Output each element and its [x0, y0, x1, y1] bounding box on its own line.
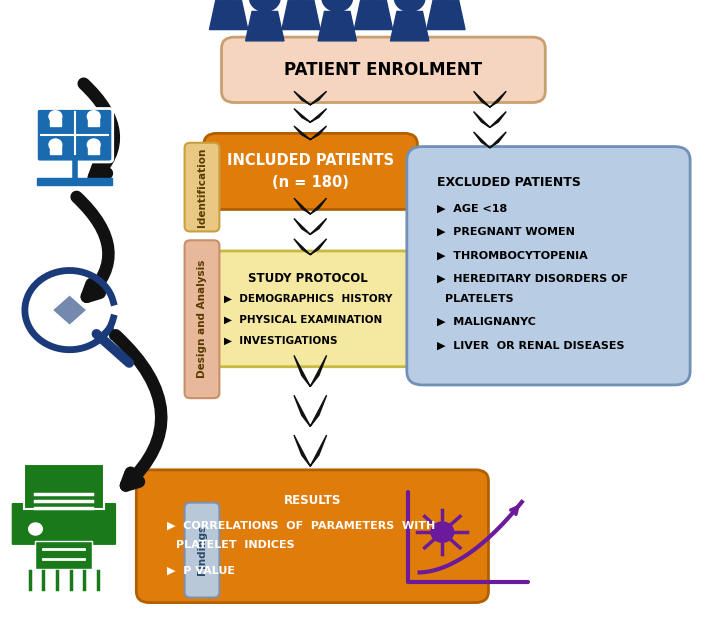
Polygon shape	[427, 0, 465, 30]
Circle shape	[249, 0, 280, 11]
Polygon shape	[294, 435, 327, 466]
Text: PLATELET  INDICES: PLATELET INDICES	[176, 540, 295, 550]
Bar	[36, 541, 92, 569]
Bar	[88, 116, 99, 126]
FancyBboxPatch shape	[222, 37, 545, 103]
Polygon shape	[294, 126, 327, 140]
Text: Findings: Findings	[197, 525, 207, 575]
Polygon shape	[294, 109, 327, 122]
Polygon shape	[294, 395, 327, 426]
Polygon shape	[474, 91, 506, 107]
Text: PLATELETS: PLATELETS	[445, 294, 514, 304]
Polygon shape	[282, 0, 320, 30]
FancyBboxPatch shape	[407, 147, 690, 385]
Text: ▶  DEMOGRAPHICS  HISTORY: ▶ DEMOGRAPHICS HISTORY	[224, 294, 393, 304]
Circle shape	[322, 0, 353, 11]
Polygon shape	[354, 0, 393, 30]
Polygon shape	[294, 91, 327, 105]
FancyBboxPatch shape	[36, 108, 113, 162]
Circle shape	[28, 523, 43, 535]
Bar	[50, 116, 61, 126]
FancyBboxPatch shape	[24, 464, 104, 509]
Circle shape	[49, 139, 62, 150]
Text: ▶  P VALUE: ▶ P VALUE	[167, 565, 235, 576]
Circle shape	[431, 522, 454, 542]
FancyBboxPatch shape	[185, 240, 219, 398]
Polygon shape	[391, 11, 429, 41]
Text: Design and Analysis: Design and Analysis	[197, 260, 207, 379]
Text: Identification: Identification	[197, 147, 207, 227]
Polygon shape	[294, 239, 327, 255]
Circle shape	[87, 111, 100, 122]
Text: STUDY PROTOCOL: STUDY PROTOCOL	[248, 272, 368, 284]
Circle shape	[87, 139, 100, 150]
Bar	[88, 145, 99, 154]
Polygon shape	[294, 198, 327, 214]
Polygon shape	[246, 11, 284, 41]
Polygon shape	[209, 0, 248, 30]
Polygon shape	[52, 294, 87, 326]
Text: ▶  INVESTIGATIONS: ▶ INVESTIGATIONS	[224, 335, 338, 345]
FancyBboxPatch shape	[11, 502, 117, 546]
Polygon shape	[474, 132, 506, 148]
Text: ▶  PREGNANT WOMEN: ▶ PREGNANT WOMEN	[437, 227, 574, 237]
Text: ▶  PHYSICAL EXAMINATION: ▶ PHYSICAL EXAMINATION	[224, 314, 383, 325]
Text: (n = 180): (n = 180)	[272, 175, 349, 190]
Text: ▶  MALIGNANYC: ▶ MALIGNANYC	[437, 317, 535, 327]
Bar	[37, 177, 112, 185]
FancyBboxPatch shape	[204, 133, 417, 209]
Text: ▶  HEREDITARY DISORDERS OF: ▶ HEREDITARY DISORDERS OF	[437, 274, 628, 284]
FancyBboxPatch shape	[136, 470, 488, 603]
Text: ▶  AGE <18: ▶ AGE <18	[437, 204, 507, 214]
Polygon shape	[474, 111, 506, 128]
Text: RESULTS: RESULTS	[284, 494, 341, 506]
Circle shape	[394, 0, 425, 11]
FancyBboxPatch shape	[185, 143, 219, 231]
FancyBboxPatch shape	[185, 503, 219, 598]
Text: ▶  CORRELATIONS  OF  PARAMETERS  WITH: ▶ CORRELATIONS OF PARAMETERS WITH	[167, 520, 435, 530]
Text: PATIENT ENROLMENT: PATIENT ENROLMENT	[284, 61, 483, 79]
Text: EXCLUDED PATIENTS: EXCLUDED PATIENTS	[437, 176, 581, 189]
Bar	[50, 145, 61, 154]
FancyBboxPatch shape	[199, 251, 417, 367]
Polygon shape	[318, 11, 356, 41]
Polygon shape	[294, 218, 327, 235]
Text: ▶  THROMBOCYTOPENIA: ▶ THROMBOCYTOPENIA	[437, 250, 587, 260]
Circle shape	[49, 111, 62, 122]
Text: INCLUDED PATIENTS: INCLUDED PATIENTS	[227, 153, 394, 167]
Polygon shape	[294, 355, 327, 386]
Text: ▶  LIVER  OR RENAL DISEASES: ▶ LIVER OR RENAL DISEASES	[437, 340, 624, 350]
